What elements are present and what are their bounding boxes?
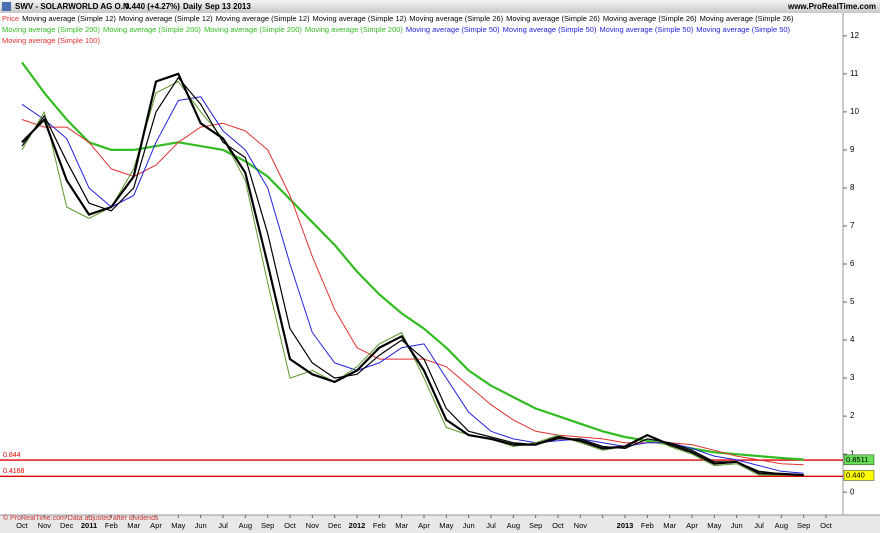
y-tick-label: 8 [850, 183, 855, 192]
y-tick-label: 5 [850, 297, 855, 306]
x-tick-label: Sep [529, 521, 542, 530]
x-tick-label: Oct [16, 521, 29, 530]
x-tick-label: Dec [60, 521, 74, 530]
series-line [21, 61, 804, 461]
x-tick-label: Oct [552, 521, 565, 530]
x-tick-label: Feb [105, 521, 118, 530]
x-tick-label: Jun [463, 521, 475, 530]
y-tick-label: 6 [850, 259, 855, 268]
y-tick-label: 9 [850, 145, 855, 154]
x-tick-label: Aug [507, 521, 520, 530]
x-tick-label: Oct [820, 521, 833, 530]
date: Sep 13 2013 [205, 2, 251, 11]
y-tick-label: 1 [850, 449, 855, 458]
x-tick-label: Apr [418, 521, 430, 530]
legend-entry: Moving average (Simple 12) [312, 14, 406, 23]
horizontal-line-label: 0.4168 [3, 468, 25, 475]
x-tick-label: Oct [284, 521, 297, 530]
legend-entry: Moving average (Simple 200) [103, 25, 201, 34]
x-tick-label: Jul [486, 521, 496, 530]
x-tick-label: 2013 [617, 521, 634, 530]
x-tick-label: Nov [38, 521, 52, 530]
x-tick-label: Feb [641, 521, 654, 530]
x-tick-label: Aug [239, 521, 252, 530]
footer: © ProRealTime.com Data adjusted after di… [3, 514, 159, 522]
x-tick-label: Jun [731, 521, 743, 530]
legend-entry: Moving average (Simple 200) [2, 25, 100, 34]
legend-entry: Moving average (Simple 50) [599, 25, 693, 34]
header-icon [2, 2, 11, 11]
legend-entry: Moving average (Simple 200) [204, 25, 302, 34]
x-tick-label: Apr [686, 521, 698, 530]
last-value-box [843, 470, 875, 481]
x-tick-label: Nov [574, 521, 588, 530]
x-axis-area [0, 515, 880, 533]
legend-entry: Moving average (Simple 50) [503, 25, 597, 34]
legend-entry: Moving average (Simple 50) [696, 25, 790, 34]
legend-entry: Moving average (Simple 26) [700, 14, 794, 23]
x-tick-label: 2011 [81, 521, 97, 530]
y-tick-label: 11 [850, 69, 859, 78]
period: Daily [183, 2, 203, 11]
x-tick-label: Jun [195, 521, 207, 530]
x-tick-label: May [707, 521, 721, 530]
x-tick-label: Mar [127, 521, 140, 530]
y-tick-label: 4 [850, 335, 855, 344]
chart-title: SWV - SOLARWORLD AG O.N. [15, 2, 131, 11]
y-tick-label: 0 [850, 487, 855, 496]
y-tick-label: 12 [850, 31, 859, 40]
x-tick-label: Sep [797, 521, 810, 530]
header-bar [0, 0, 880, 13]
legend-entry: Moving average (Simple 26) [409, 14, 503, 23]
x-tick-label: Jul [218, 521, 228, 530]
x-tick-label: Nov [306, 521, 320, 530]
legend-entry: Moving average (Simple 100) [2, 36, 100, 45]
x-tick-label: Mar [663, 521, 676, 530]
x-tick-label: May [439, 521, 453, 530]
horizontal-line-label: 0.844 [3, 452, 21, 459]
legend-entry: Moving average (Simple 12) [22, 14, 116, 23]
x-tick-label: Jul [754, 521, 764, 530]
x-tick-label: Apr [150, 521, 162, 530]
y-axis-area [843, 13, 880, 515]
legend-entry: Moving average (Simple 50) [406, 25, 500, 34]
legend-entry: Moving average (Simple 26) [506, 14, 600, 23]
y-tick-label: 2 [850, 411, 855, 420]
x-tick-label: Aug [775, 521, 788, 530]
x-tick-label: Dec [328, 521, 342, 530]
y-tick-label: 7 [850, 221, 855, 230]
last-value-label: 0.440 [846, 470, 865, 479]
legend-entry: Moving average (Simple 26) [603, 14, 697, 23]
x-tick-label: Mar [395, 521, 408, 530]
site: www.ProRealTime.com [787, 2, 876, 11]
x-tick-label: 2012 [349, 521, 366, 530]
series-line [21, 81, 804, 476]
x-tick-label: Feb [373, 521, 386, 530]
y-tick-label: 3 [850, 373, 855, 382]
series-line [21, 77, 804, 476]
y-tick-label: 10 [850, 107, 859, 116]
legend-entry: Price [2, 14, 19, 23]
legend-entry: Moving average (Simple 12) [119, 14, 213, 23]
chart-subtitle: 0.440 (+4.27%) [125, 2, 180, 11]
last-value-label: 0.8511 [846, 455, 868, 464]
last-value-box [843, 454, 875, 466]
x-tick-label: Sep [261, 521, 274, 530]
legend-entry: Moving average (Simple 200) [305, 25, 403, 34]
series-line [21, 72, 804, 477]
series-line [21, 119, 804, 466]
x-tick-label: May [171, 521, 185, 530]
legend-entry: Moving average (Simple 12) [216, 14, 310, 23]
